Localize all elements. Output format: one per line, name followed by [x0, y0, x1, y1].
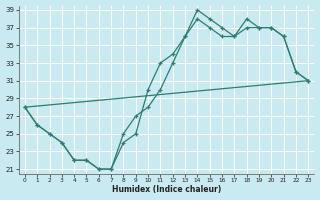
X-axis label: Humidex (Indice chaleur): Humidex (Indice chaleur)	[112, 185, 221, 194]
